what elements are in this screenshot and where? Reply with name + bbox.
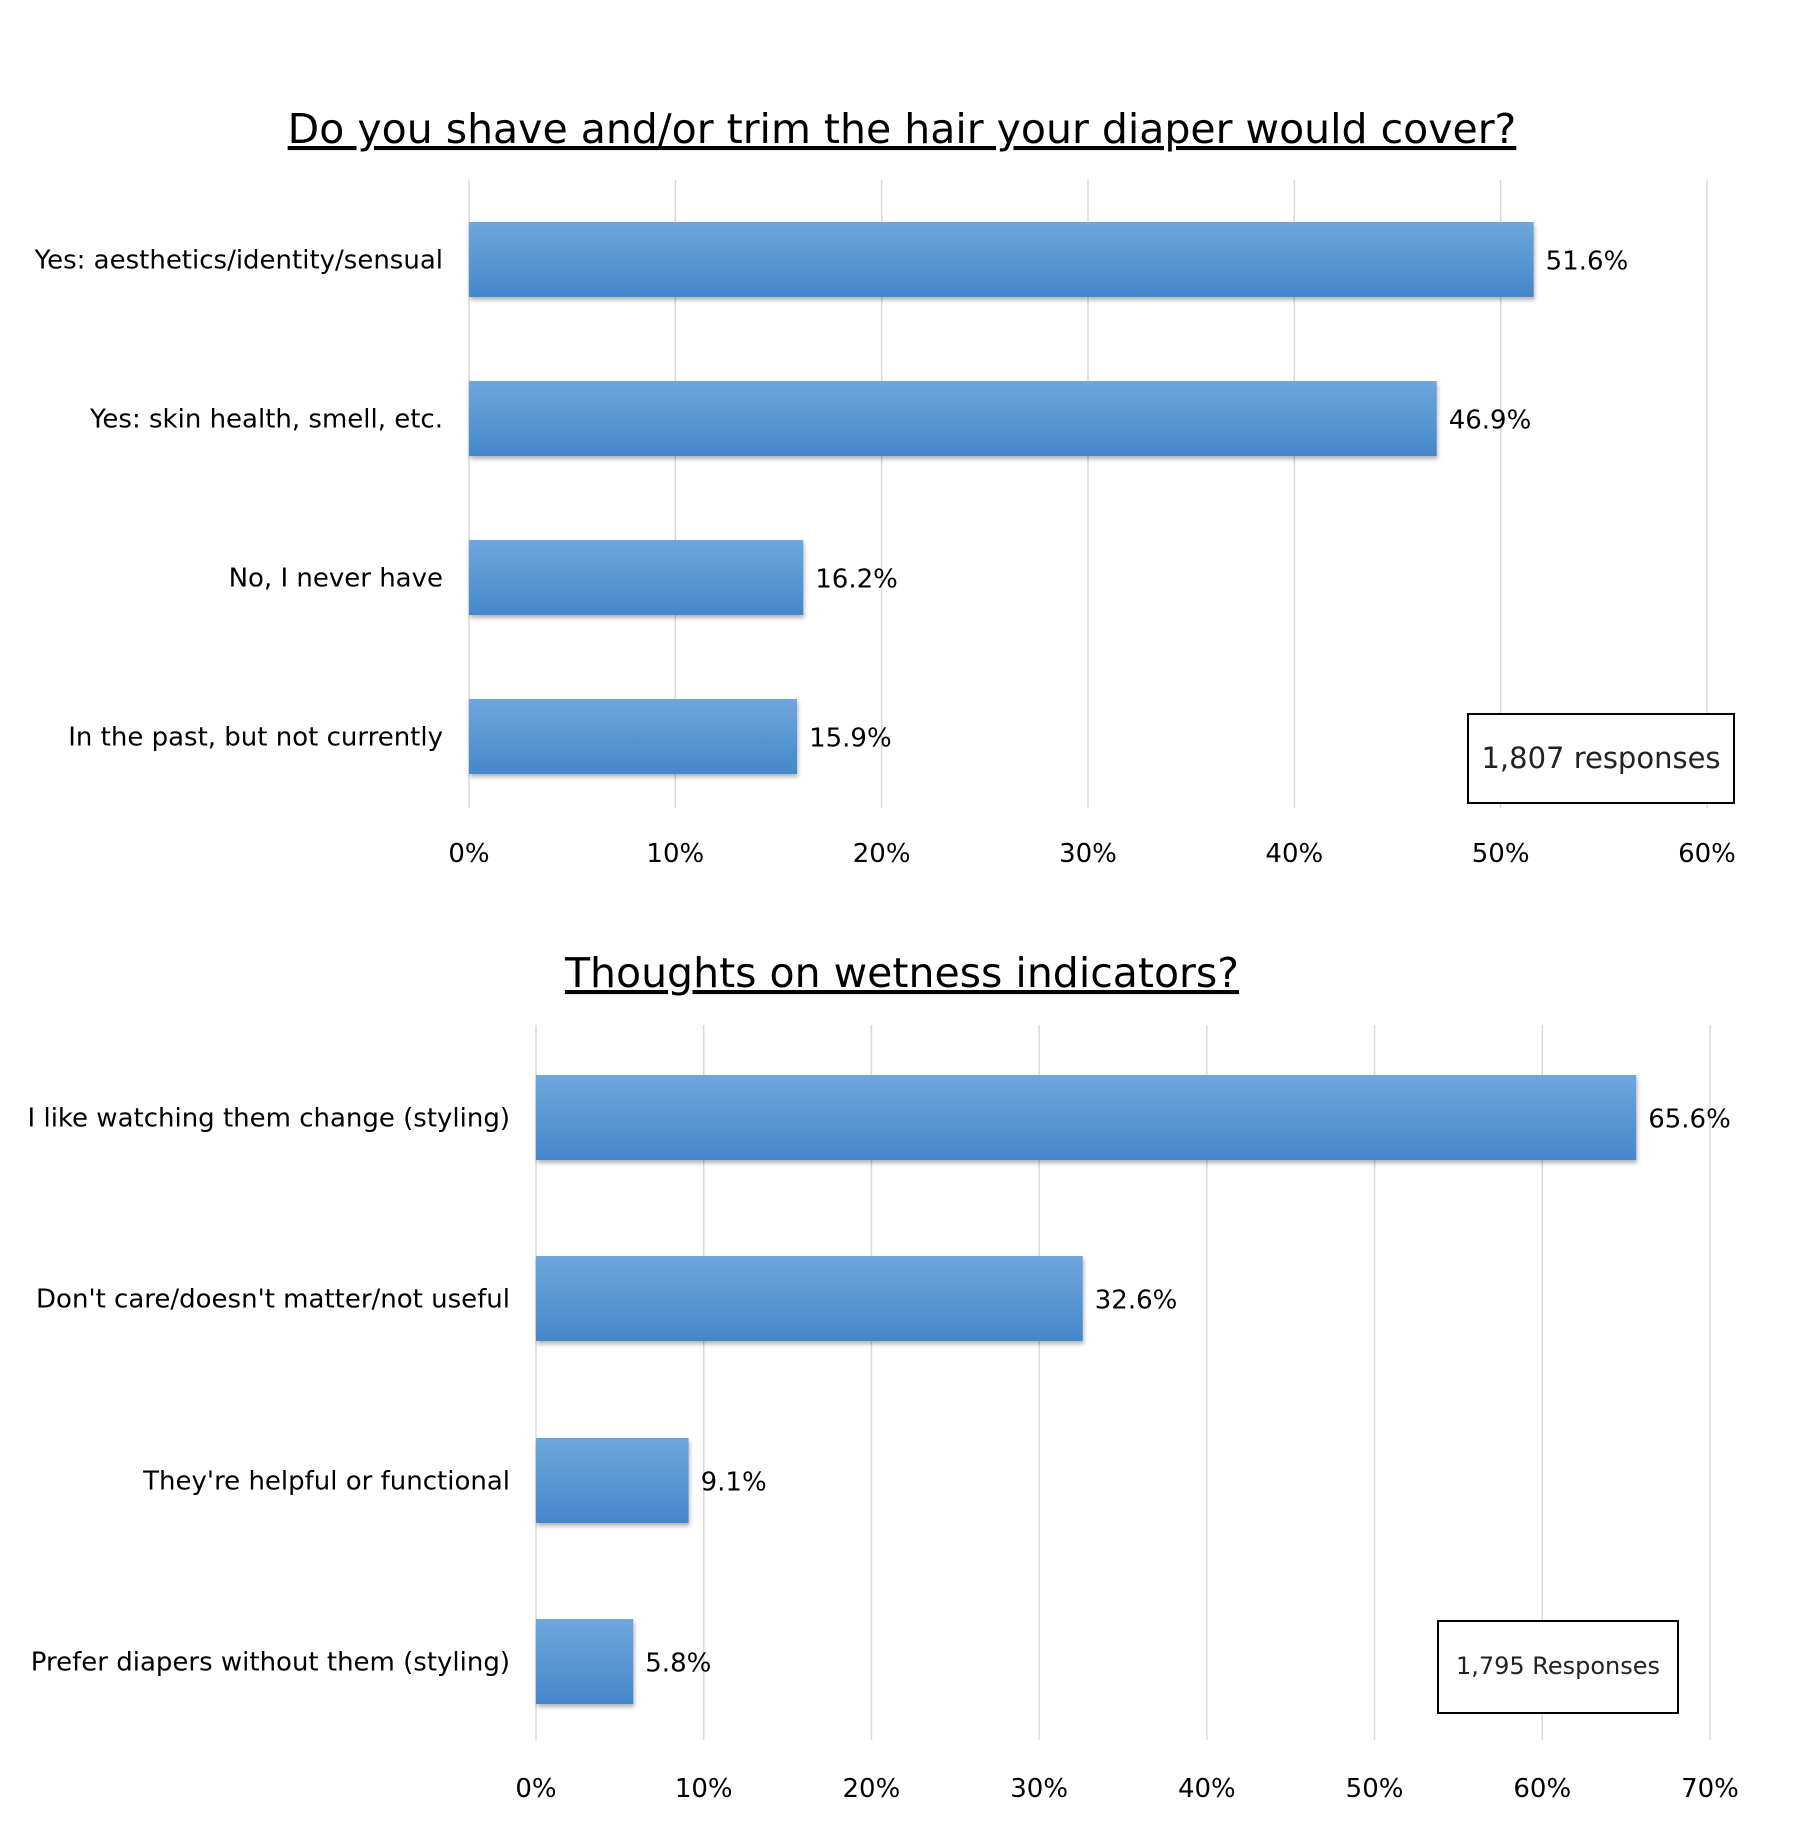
category-label: They're helpful or functional — [142, 1467, 510, 1497]
tick-label: 40% — [1178, 1774, 1236, 1804]
tick-label: 20% — [843, 1774, 901, 1804]
tick-label: 30% — [1059, 839, 1117, 869]
data-label: 46.9% — [1449, 406, 1532, 436]
tick-label: 10% — [675, 1774, 733, 1804]
bar — [536, 1075, 1637, 1160]
data-label: 51.6% — [1546, 247, 1629, 277]
response-count: 1,795 Responses — [1456, 1652, 1660, 1680]
category-label: In the past, but not currently — [68, 723, 443, 753]
chart-title: Do you shave and/or trim the hair your d… — [288, 105, 1517, 153]
data-label: 15.9% — [809, 724, 892, 754]
tick-labels: 0% 10% 20% 30% 40% 50% 60% 70% — [515, 1774, 1739, 1804]
tick-label: 10% — [646, 839, 704, 869]
data-label: 65.6% — [1648, 1105, 1731, 1135]
tick-label: 40% — [1265, 839, 1323, 869]
chart-wetness-indicators: Thoughts on wetness indicators? I like w… — [28, 949, 1739, 1804]
tick-label: 30% — [1010, 1774, 1068, 1804]
tick-label: 70% — [1681, 1774, 1739, 1804]
value-labels: 65.6% 32.6% 9.1% 5.8% — [645, 1105, 1731, 1679]
category-label: Prefer diapers without them (styling) — [31, 1648, 510, 1678]
response-count-box — [1437, 1620, 1679, 1714]
bar — [536, 1438, 689, 1523]
data-label: 9.1% — [701, 1468, 767, 1498]
response-count-box — [1467, 713, 1735, 804]
bars — [536, 1075, 1637, 1704]
response-count: 1,807 responses — [1481, 741, 1720, 775]
tick-label: 20% — [853, 839, 911, 869]
tick-labels: 0% 10% 20% 30% 40% 50% 60% — [448, 839, 1736, 869]
chart-shave-trim: Do you shave and/or trim the hair your d… — [34, 105, 1736, 869]
tick-label: 0% — [448, 839, 489, 869]
data-label: 16.2% — [815, 565, 898, 595]
category-label: I like watching them change (styling) — [28, 1104, 510, 1134]
data-label: 5.8% — [645, 1649, 711, 1679]
data-label: 32.6% — [1095, 1286, 1178, 1316]
tick-label: 50% — [1346, 1774, 1404, 1804]
bar — [536, 1256, 1083, 1341]
tick-label: 60% — [1678, 839, 1736, 869]
category-label: Yes: aesthetics/identity/sensual — [34, 246, 443, 276]
bars — [469, 222, 1534, 774]
category-labels: I like watching them change (styling) Don… — [28, 1104, 510, 1678]
tick-label: 50% — [1472, 839, 1530, 869]
chart-title: Thoughts on wetness indicators? — [564, 949, 1239, 997]
value-labels: 51.6% 46.9% 16.2% 15.9% — [809, 247, 1628, 754]
bar — [469, 699, 798, 774]
bar — [469, 381, 1437, 456]
tick-label: 0% — [515, 1774, 556, 1804]
category-label: Yes: skin health, smell, etc. — [89, 405, 443, 435]
category-label: Don't care/doesn't matter/not useful — [36, 1285, 510, 1315]
category-labels: Yes: aesthetics/identity/sensual Yes: ski… — [34, 246, 443, 753]
bar — [536, 1619, 634, 1704]
tick-label: 60% — [1513, 1774, 1571, 1804]
bar — [469, 222, 1534, 297]
category-label: No, I never have — [229, 564, 443, 594]
bar — [469, 540, 804, 615]
